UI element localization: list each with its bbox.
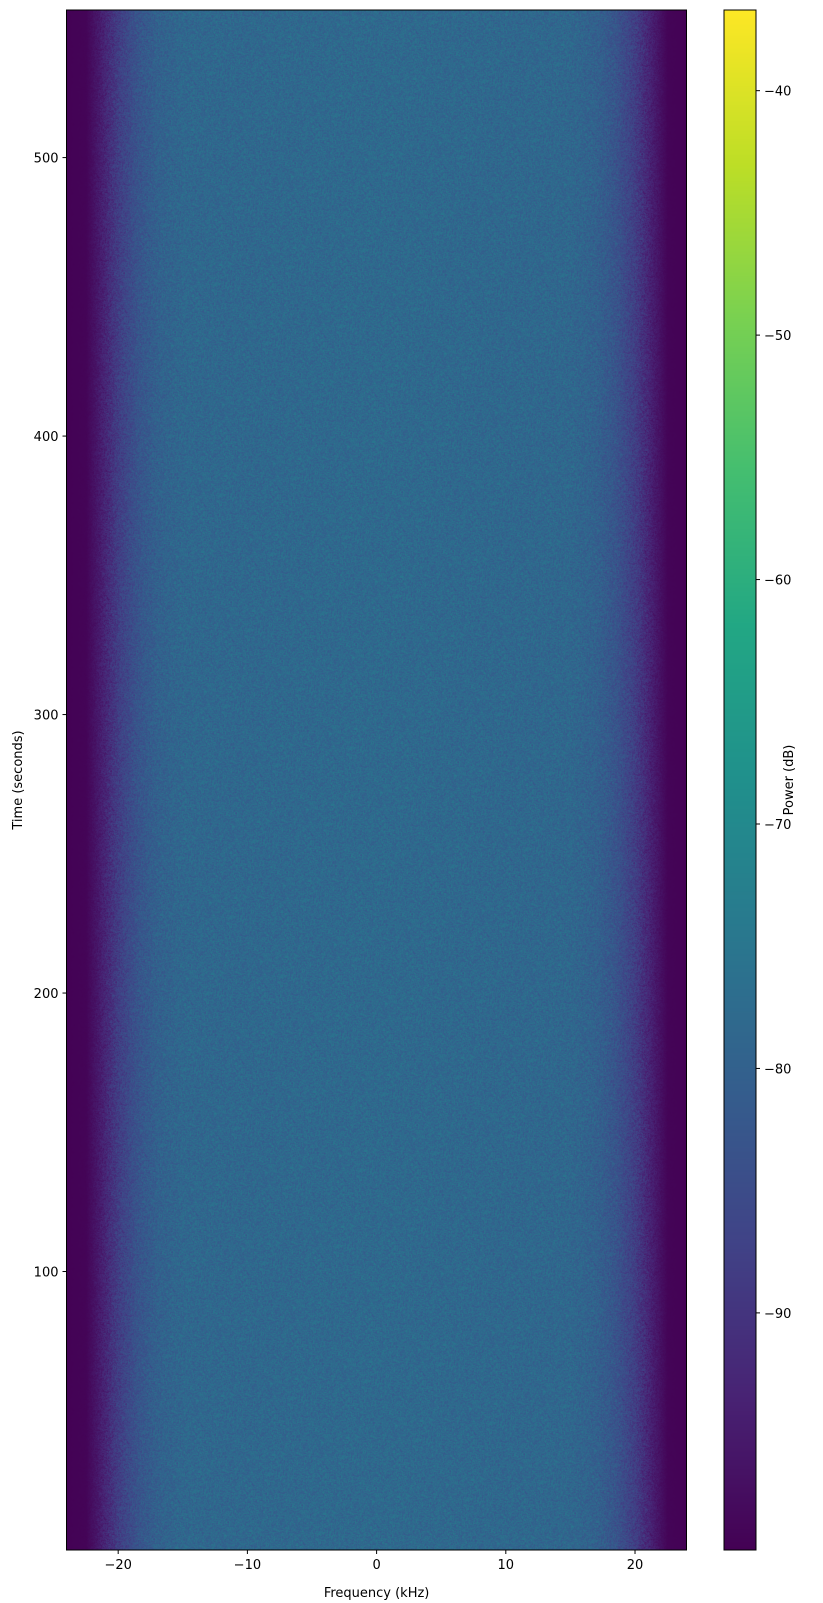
y-tick-label: 500 <box>34 152 59 167</box>
colorbar-tick-label: −60 <box>764 574 791 589</box>
y-tick-label: 100 <box>34 1266 59 1281</box>
y-tick-label: 200 <box>34 987 59 1002</box>
x-tick-label: −20 <box>104 1558 131 1573</box>
colorbar-label: Power (dB) <box>782 745 797 816</box>
y-ticks: 100 200 300 400 500 <box>34 152 67 1281</box>
colorbar-gradient <box>724 10 756 1550</box>
y-tick-label: 300 <box>34 709 59 724</box>
x-tick-label: 20 <box>627 1558 644 1573</box>
colorbar-ticks: −90 −80 −70 −60 −50 −40 <box>756 85 791 1322</box>
colorbar-tick-label: −70 <box>764 818 791 833</box>
spectrogram-image <box>67 10 687 1550</box>
y-axis-label: Time (seconds) <box>11 730 26 830</box>
x-tick-label: −10 <box>234 1558 261 1573</box>
colorbar-tick-label: −50 <box>764 329 791 344</box>
colorbar-tick-label: −80 <box>764 1062 791 1077</box>
x-tick-label: 10 <box>498 1558 515 1573</box>
colorbar-tick-label: −40 <box>764 85 791 100</box>
x-axis-label: Frequency (kHz) <box>324 1586 430 1601</box>
colorbar-frame <box>723 9 757 1551</box>
plot-frame <box>66 9 687 1551</box>
y-tick-label: 400 <box>34 430 59 445</box>
x-tick-label: 0 <box>372 1558 380 1573</box>
x-ticks: −20 −10 0 10 20 <box>104 1550 643 1573</box>
colorbar-tick-label: −90 <box>764 1307 791 1322</box>
